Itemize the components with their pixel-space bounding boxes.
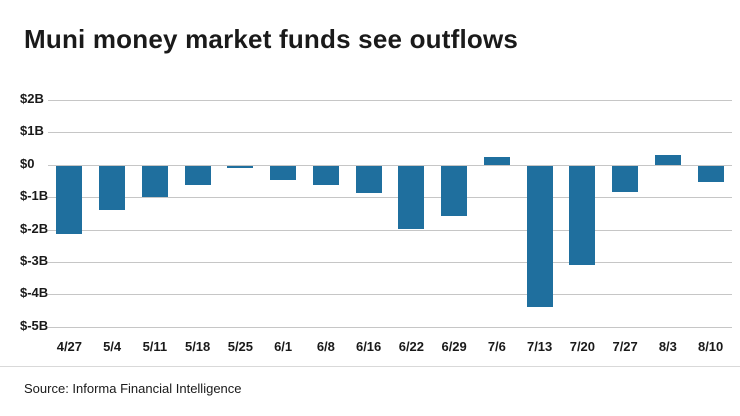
x-axis-tick-label: 5/25	[227, 338, 254, 354]
gridline	[48, 164, 732, 166]
y-axis-tick-label: $2B	[20, 91, 44, 106]
x-axis-tick-label: 5/18	[184, 338, 211, 354]
source-attribution: Source: Informa Financial Intelligence	[24, 381, 242, 396]
x-axis-tick-label: 5/4	[103, 338, 122, 354]
y-axis-tick-label: $-3B	[20, 253, 49, 268]
bar-5-11	[141, 165, 168, 197]
x-axis-tick-label: 7/27	[612, 338, 638, 354]
bar-7-13	[526, 165, 553, 307]
y-axis-tick-label: $-2B	[20, 220, 49, 236]
x-axis-tick-label: 6/16	[355, 338, 382, 354]
bar-5-18	[184, 165, 211, 186]
gridline	[48, 294, 732, 296]
bar-5-4	[99, 165, 126, 210]
x-axis-tick-label: 8/10	[697, 338, 724, 354]
x-axis-tick-label: 4/27	[56, 338, 83, 354]
bar-7-6	[483, 156, 510, 165]
bar-6-1	[270, 165, 297, 181]
bar-6-8	[312, 165, 339, 186]
bar-8-10	[697, 165, 724, 182]
bar-5-25	[227, 165, 254, 169]
x-axis-tick-label: 6/29	[441, 338, 467, 354]
y-axis-tick-label: $0	[20, 155, 35, 171]
bar-6-22	[398, 165, 425, 229]
gridline	[48, 197, 732, 199]
x-axis-tick-label: 8/3	[658, 338, 677, 354]
gridline	[48, 262, 732, 263]
x-axis-tick-label: 6/1	[274, 338, 293, 354]
x-axis-tick-label: 5/11	[142, 338, 168, 354]
footer-divider	[0, 366, 740, 367]
bar-4-27	[56, 165, 83, 234]
x-axis-tick-label: 6/8	[316, 338, 335, 354]
x-axis-tick-label: 7/20	[569, 338, 596, 354]
y-axis-tick-label: $-1B	[20, 188, 49, 204]
y-axis-tick-label: $-4B	[20, 285, 49, 301]
x-axis-tick-label: 6/22	[398, 338, 425, 354]
chart-title: Muni money market funds see outflows	[24, 24, 519, 54]
gridline	[48, 326, 732, 328]
bar-8-3	[654, 155, 681, 165]
bar-6-16	[355, 165, 382, 194]
x-axis-tick-label: 7/13	[526, 338, 553, 354]
bar-7-27	[612, 165, 639, 192]
bar-7-20	[569, 165, 596, 265]
gridline	[48, 132, 732, 134]
y-axis-tick-label: $1B	[20, 123, 44, 139]
y-axis-tick-label: $-5B	[20, 317, 49, 333]
gridline	[48, 100, 732, 101]
bar-6-29	[441, 165, 468, 217]
gridline	[48, 229, 732, 231]
x-axis-tick-label: 7/6	[487, 338, 506, 354]
